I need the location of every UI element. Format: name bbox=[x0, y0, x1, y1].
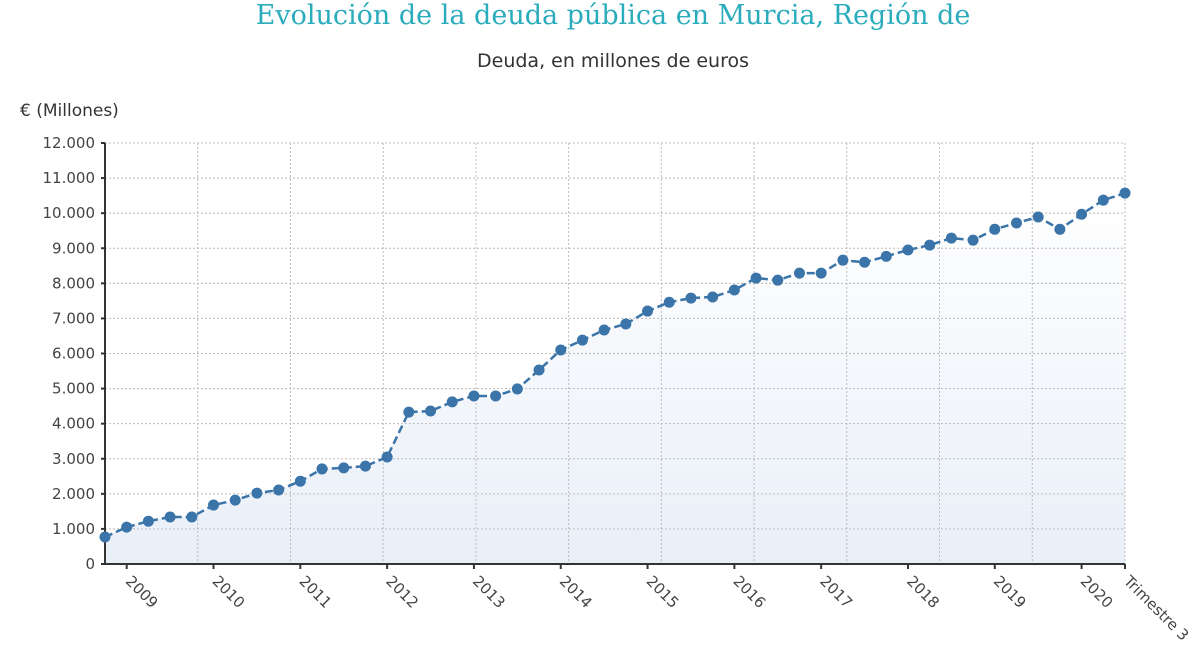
data-point bbox=[1054, 223, 1066, 235]
x-tick-label: Trimestre 3 bbox=[1119, 571, 1192, 644]
data-point bbox=[555, 344, 567, 356]
data-point bbox=[403, 406, 415, 418]
data-point bbox=[598, 324, 610, 336]
chart-title: Evolución de la deuda pública en Murcia,… bbox=[255, 0, 971, 31]
y-axis-label: € (Millones) bbox=[20, 101, 119, 121]
data-point bbox=[728, 284, 740, 296]
data-point bbox=[294, 475, 306, 487]
data-point bbox=[229, 494, 241, 506]
series-line bbox=[104, 191, 1126, 539]
y-tick-label: 3.000 bbox=[52, 450, 95, 468]
data-point bbox=[793, 267, 805, 279]
data-point bbox=[837, 254, 849, 266]
data-point bbox=[1032, 211, 1044, 223]
data-point bbox=[924, 239, 936, 251]
x-tick-label: 2016 bbox=[730, 572, 770, 612]
y-tick-label: 1.000 bbox=[52, 520, 95, 538]
data-point bbox=[273, 484, 285, 496]
data-point bbox=[1076, 208, 1088, 220]
y-tick-label: 2.000 bbox=[52, 485, 95, 503]
data-point bbox=[338, 462, 350, 474]
x-tick-label: 2009 bbox=[122, 572, 162, 612]
data-point bbox=[381, 451, 393, 463]
data-point bbox=[772, 274, 784, 286]
y-tick-label: 12.000 bbox=[43, 134, 96, 152]
chart-subtitle: Deuda, en millones de euros bbox=[477, 50, 749, 72]
data-point bbox=[251, 487, 263, 499]
area-fill bbox=[105, 193, 1125, 564]
data-point bbox=[186, 511, 198, 523]
x-tick-label: 2019 bbox=[990, 572, 1030, 612]
x-tick-label: 2020 bbox=[1077, 572, 1117, 612]
data-point bbox=[576, 334, 588, 346]
y-tick-label: 10.000 bbox=[43, 204, 96, 222]
y-tick-label: 8.000 bbox=[52, 274, 95, 292]
data-point bbox=[945, 232, 957, 244]
x-tick-label: 2011 bbox=[295, 572, 335, 612]
y-tick-label: 0 bbox=[85, 555, 95, 573]
data-point bbox=[1010, 217, 1022, 229]
data-point bbox=[511, 383, 523, 395]
data-point bbox=[1119, 187, 1131, 199]
data-point bbox=[99, 531, 111, 543]
data-point bbox=[316, 463, 328, 475]
data-point bbox=[989, 223, 1001, 235]
data-point bbox=[642, 305, 654, 317]
x-tick-label: 2017 bbox=[816, 572, 856, 612]
y-tick-label: 6.000 bbox=[52, 345, 95, 363]
data-point bbox=[902, 244, 914, 256]
data-point bbox=[208, 499, 220, 511]
data-point bbox=[815, 267, 827, 279]
data-point bbox=[750, 272, 762, 284]
x-tick-label: 2018 bbox=[903, 572, 943, 612]
data-point bbox=[121, 521, 133, 533]
x-tick-label: 2014 bbox=[556, 572, 596, 612]
data-point bbox=[446, 396, 458, 408]
data-point bbox=[859, 256, 871, 268]
data-point bbox=[663, 296, 675, 308]
data-point bbox=[142, 515, 154, 527]
data-point bbox=[533, 364, 545, 376]
data-point bbox=[490, 390, 502, 402]
data-point bbox=[425, 405, 437, 417]
data-point bbox=[468, 390, 480, 402]
x-tick-label: 2013 bbox=[469, 572, 509, 612]
data-point bbox=[707, 291, 719, 303]
data-point bbox=[620, 318, 632, 330]
y-tick-label: 9.000 bbox=[52, 239, 95, 257]
y-tick-label: 7.000 bbox=[52, 309, 95, 327]
data-point bbox=[685, 292, 697, 304]
data-point bbox=[880, 250, 892, 262]
x-tick-label: 2010 bbox=[209, 572, 249, 612]
data-point bbox=[164, 511, 176, 523]
y-tick-label: 4.000 bbox=[52, 415, 95, 433]
data-point bbox=[1097, 194, 1109, 206]
y-tick-label: 11.000 bbox=[43, 169, 96, 187]
x-tick-label: 2012 bbox=[382, 572, 422, 612]
data-point bbox=[359, 460, 371, 472]
data-point bbox=[967, 234, 979, 246]
y-tick-label: 5.000 bbox=[52, 380, 95, 398]
x-tick-label: 2015 bbox=[643, 572, 683, 612]
